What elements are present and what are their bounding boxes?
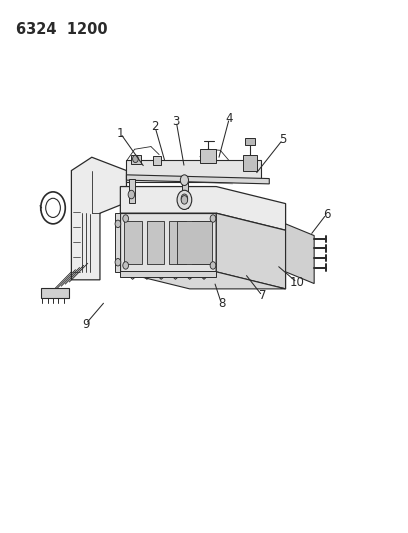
Text: 1: 1	[117, 127, 124, 140]
Polygon shape	[216, 213, 286, 289]
Text: 2: 2	[151, 120, 159, 133]
Circle shape	[133, 155, 138, 163]
Polygon shape	[124, 221, 142, 264]
Polygon shape	[182, 181, 188, 208]
Text: 10: 10	[290, 276, 304, 289]
Polygon shape	[41, 288, 69, 298]
Polygon shape	[126, 175, 269, 184]
Polygon shape	[120, 213, 216, 272]
Polygon shape	[286, 224, 314, 284]
Circle shape	[210, 262, 216, 269]
Text: 8: 8	[218, 297, 225, 310]
Circle shape	[177, 190, 192, 209]
Circle shape	[181, 194, 188, 203]
Polygon shape	[120, 272, 286, 289]
Text: 3: 3	[173, 115, 180, 128]
Text: 9: 9	[82, 318, 89, 330]
Polygon shape	[192, 221, 209, 264]
Circle shape	[181, 196, 188, 204]
Polygon shape	[200, 149, 216, 163]
Polygon shape	[245, 138, 255, 145]
Polygon shape	[153, 156, 161, 165]
Text: 5: 5	[279, 133, 286, 146]
Polygon shape	[120, 187, 286, 230]
Text: 6: 6	[323, 208, 330, 221]
Polygon shape	[169, 221, 186, 264]
Circle shape	[128, 190, 135, 199]
Circle shape	[123, 215, 129, 222]
Polygon shape	[126, 160, 261, 182]
Text: 4: 4	[226, 112, 233, 125]
Polygon shape	[243, 155, 257, 171]
Text: 7: 7	[259, 289, 266, 302]
Polygon shape	[115, 213, 120, 272]
Polygon shape	[129, 179, 135, 203]
Circle shape	[115, 220, 121, 228]
Polygon shape	[177, 221, 212, 264]
Circle shape	[180, 175, 188, 185]
Polygon shape	[120, 271, 216, 277]
Polygon shape	[131, 155, 141, 164]
Circle shape	[115, 259, 121, 266]
Polygon shape	[147, 221, 164, 264]
Text: 6324  1200: 6324 1200	[16, 22, 108, 37]
Circle shape	[123, 262, 129, 269]
Polygon shape	[71, 157, 126, 280]
Circle shape	[210, 215, 216, 222]
